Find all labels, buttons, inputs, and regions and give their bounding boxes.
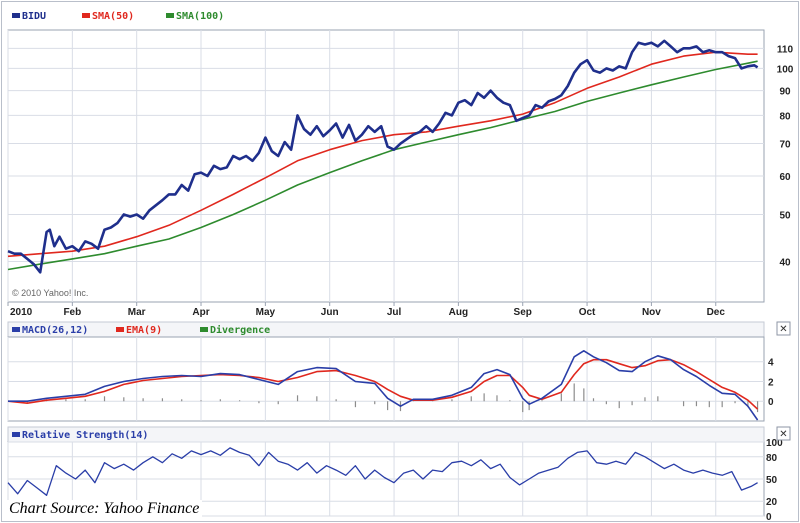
legend-swatch-bidu [12, 13, 20, 18]
legend-label-bidu: BIDU [22, 11, 46, 22]
price-y-tick-label: 50 [779, 210, 791, 221]
price-y-axis: 40 50 60 70 80 90 100 110 [777, 44, 794, 268]
copyright-watermark: © 2010 Yahoo! Inc. [12, 288, 88, 298]
price-x-axis: 2010 Feb Mar Apr May Jun Jul Aug Sep Oct Nov Dec [10, 307, 725, 318]
legend-swatch-divergence [200, 327, 208, 332]
price-grid [7, 30, 764, 306]
legend-swatch-macd [12, 327, 20, 332]
price-x-tick-label: Aug [449, 307, 468, 318]
price-y-tick-label: 110 [777, 44, 794, 55]
price-x-tick-label: Feb [63, 307, 81, 318]
legend-swatch-ema [116, 327, 124, 332]
rsi-y-tick-label: 20 [766, 497, 778, 508]
divergence-bars [26, 383, 759, 413]
series-line-sma50 [7, 51, 758, 258]
macd-y-tick-label: 0 [768, 397, 774, 408]
rsi-y-tick-label: 50 [766, 475, 778, 486]
macd-series [7, 350, 759, 421]
legend-label-macd: MACD(26,12) [22, 325, 88, 336]
macd-panel: 0 2 4 MACD(26,12) EMA(9) Divergence ✕ [7, 321, 791, 422]
price-x-tick-label: Oct [579, 307, 596, 318]
price-y-tick-label: 90 [779, 87, 791, 98]
price-series [7, 39, 759, 274]
price-y-tick-label: 40 [779, 257, 791, 268]
macd-y-tick-label: 2 [768, 377, 774, 388]
legend-label-sma100: SMA(100) [176, 11, 224, 22]
price-x-tick-label: Jun [321, 307, 339, 318]
series-line-rsi [7, 447, 758, 496]
macd-plot-area [7, 336, 765, 422]
macd-y-tick-label: 4 [768, 358, 774, 369]
close-icon: ✕ [779, 429, 787, 440]
price-y-tick-label: 60 [779, 172, 791, 183]
rsi-legend: Relative Strength(14) [12, 429, 148, 441]
macd-close-button[interactable]: ✕ [776, 321, 791, 336]
legend-swatch-sma50 [82, 13, 90, 18]
legend-label-rsi: Relative Strength(14) [22, 429, 148, 441]
rsi-y-tick-label: 80 [766, 453, 778, 464]
price-x-tick-label: Jul [387, 307, 402, 318]
price-x-tick-label: 2010 [10, 307, 33, 318]
legend-swatch-sma100 [166, 13, 174, 18]
rsi-series [7, 447, 758, 496]
legend-label-divergence: Divergence [210, 324, 270, 336]
price-x-tick-label: May [256, 307, 276, 318]
price-x-tick-label: Mar [128, 307, 146, 318]
price-x-tick-label: Apr [192, 307, 209, 318]
price-x-tick-label: Sep [514, 307, 532, 318]
rsi-close-button[interactable]: ✕ [776, 426, 791, 441]
rsi-y-tick-label: 0 [766, 512, 772, 523]
chart-source-caption: Chart Source: Yahoo Finance [6, 500, 203, 518]
price-y-tick-label: 80 [779, 111, 791, 122]
price-x-tick-label: Nov [642, 307, 661, 318]
macd-legend: MACD(26,12) EMA(9) Divergence [12, 324, 270, 336]
close-icon: ✕ [779, 324, 787, 335]
series-line-macd [8, 350, 759, 421]
series-line-bidu [7, 39, 759, 274]
legend-label-sma50: SMA(50) [92, 11, 134, 22]
price-y-tick-label: 100 [777, 64, 794, 75]
price-legend: BIDU SMA(50) SMA(100) [12, 11, 224, 22]
legend-label-ema: EMA(9) [126, 325, 162, 336]
series-line-ema [7, 358, 759, 410]
macd-y-axis: 0 2 4 [768, 358, 774, 409]
price-panel: 40 50 60 70 80 90 100 110 2010 Feb Mar Apr May Jun Ju… [7, 11, 794, 318]
rsi-y-axis: 0 20 50 80 100 [766, 438, 783, 523]
price-y-tick-label: 70 [779, 140, 791, 151]
rsi-y-tick-label: 100 [766, 438, 783, 449]
price-x-tick-label: Dec [707, 307, 726, 318]
legend-swatch-rsi [12, 432, 20, 437]
macd-grid [7, 337, 764, 421]
price-plot-area [7, 29, 765, 303]
